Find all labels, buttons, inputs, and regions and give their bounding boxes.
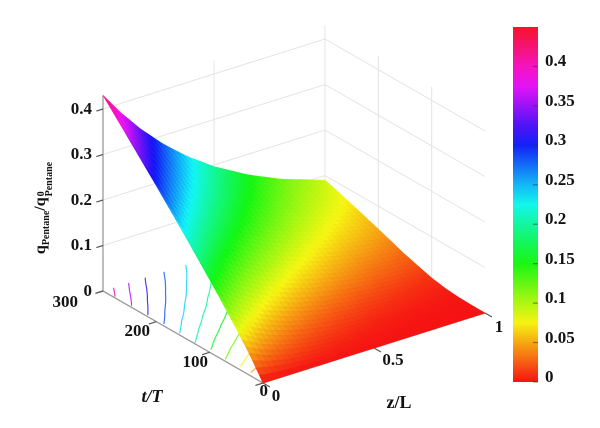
q-axis-title: qPentane/q 0 Pentane	[32, 161, 55, 255]
t-axis-tick-label: 200	[124, 321, 151, 340]
zl-axis-tick-label: 1	[494, 317, 504, 336]
t-axis-title: t/T	[141, 386, 163, 406]
q-axis-tick-label: 0.1	[70, 235, 92, 254]
t-axis-tick-label: 0	[259, 381, 269, 400]
colorbar	[513, 27, 538, 383]
q-axis-tick-label: 0.2	[70, 190, 92, 209]
axis-tick-marks	[95, 108, 493, 388]
t-axis-tick-label: 300	[52, 292, 79, 311]
surface-mesh	[102, 95, 486, 384]
q-axis-tick-label: 0	[83, 281, 93, 300]
colorbar-tick-label: 0	[545, 367, 554, 386]
colorbar-tick-label: 0.2	[545, 209, 567, 228]
colorbar-tick-label: 0.4	[545, 51, 567, 70]
zl-axis-title: z/L	[386, 392, 412, 412]
q-axis-tick-label: 0.4	[70, 99, 92, 118]
zl-axis-tick-label: 0	[271, 386, 281, 405]
colorbar-gradient	[513, 27, 538, 382]
colorbar-tick-label: 0.05	[545, 328, 575, 347]
zl-axis-tick-label: 0.5	[382, 350, 404, 369]
t-axis-tick-label: 100	[182, 352, 209, 371]
colorbar-tick-label: 0.15	[545, 249, 575, 268]
colorbar-tick-label: 0.35	[545, 91, 575, 110]
colorbar-tick-label: 0.3	[545, 130, 567, 149]
q-axis-tick-label: 0.3	[70, 144, 92, 163]
colorbar-tick-label: 0.25	[545, 170, 575, 189]
colorbar-tick-label: 0.1	[545, 288, 567, 307]
